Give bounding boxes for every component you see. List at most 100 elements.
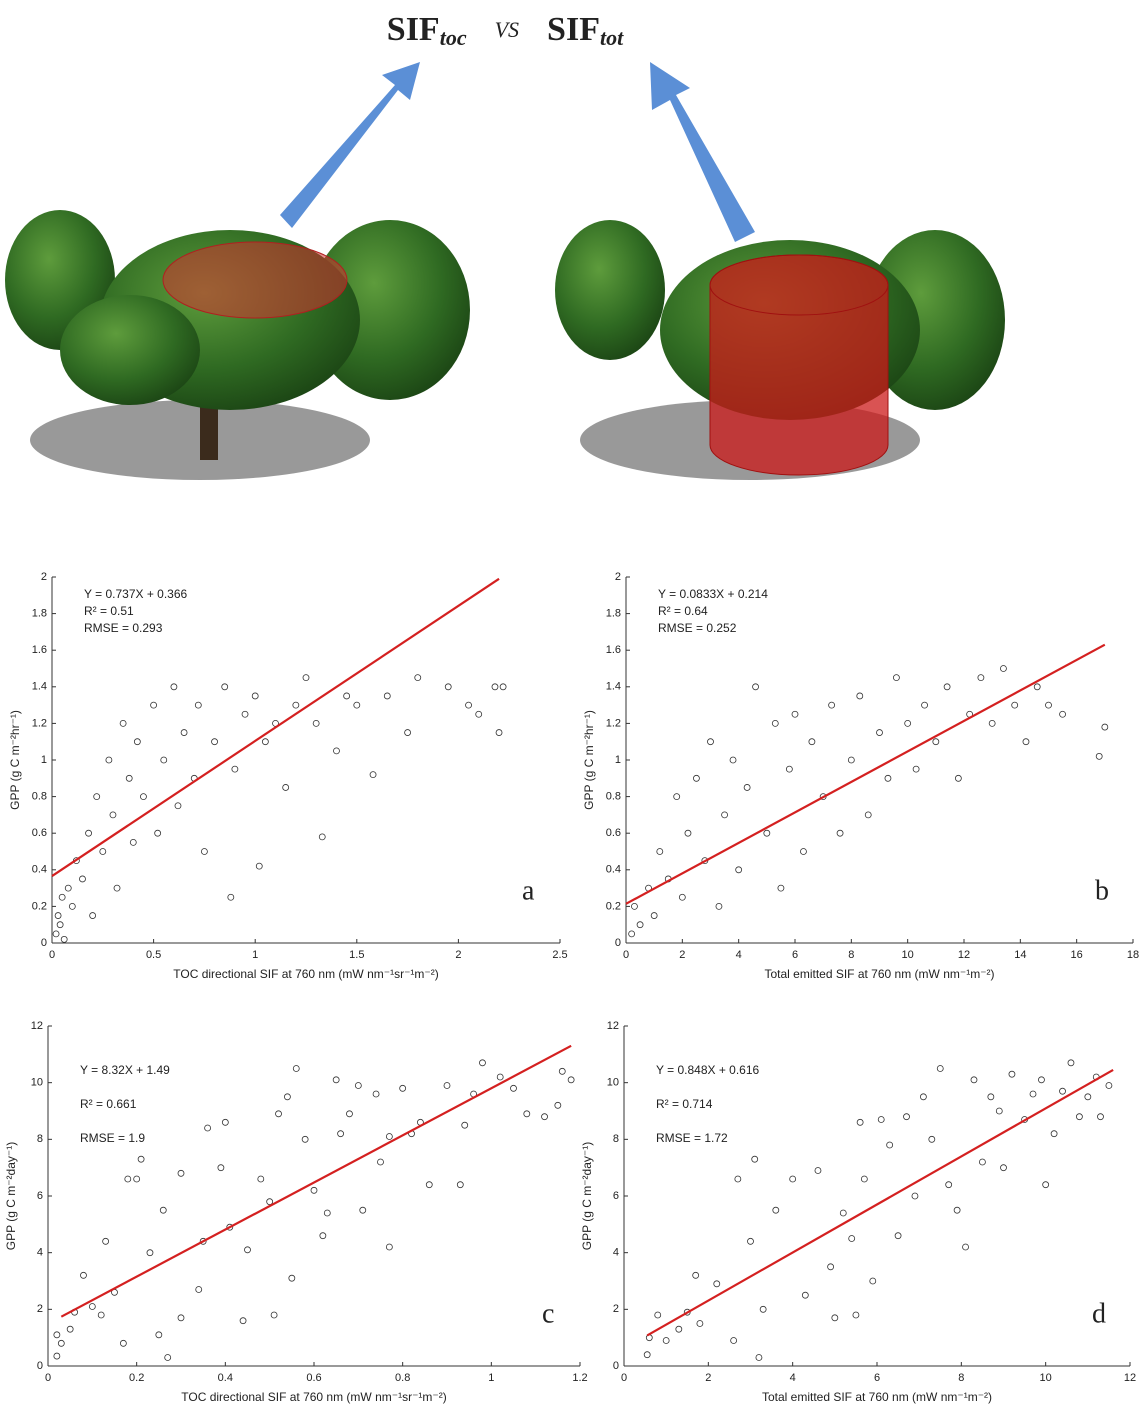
scatter-point (839, 1209, 847, 1217)
scatter-point (221, 1118, 229, 1126)
fit-line (51, 577, 500, 877)
scatter-point (443, 1082, 451, 1089)
scatter-point (399, 1084, 407, 1092)
x-tick-label: 2 (705, 1372, 711, 1384)
x-tick-label: 0 (621, 1372, 627, 1384)
scatter-point (1008, 1070, 1016, 1078)
scatter-point (79, 875, 86, 883)
scatter-point (884, 774, 892, 782)
x-tick-label: 2 (455, 949, 461, 961)
scatter-point (928, 1135, 936, 1143)
scatter-point (56, 921, 64, 929)
y-axis-label: GPP (g C m⁻²hr⁻¹) (8, 710, 22, 810)
scatter-point (847, 756, 855, 764)
y-tick-label: 0.6 (32, 827, 47, 839)
scatter-point (154, 829, 162, 837)
scatter-point (385, 1243, 393, 1251)
scatter-chart: 0 2 4 6 8 10 12 0 2 4 6 8 10 12 Total emitted SIF at 7… (580, 1020, 1136, 1404)
y-tick-label: 6 (37, 1190, 43, 1202)
scatter-point (292, 701, 300, 709)
scatter-point (251, 692, 259, 700)
scatter-point (461, 1121, 469, 1129)
y-tick-label: 1 (615, 754, 621, 766)
scatter-point (414, 674, 422, 682)
scatter-point (814, 1167, 822, 1174)
scatter-point (827, 1263, 835, 1271)
scatter-point (662, 1337, 670, 1344)
scatter-point (943, 683, 951, 691)
scatter-point (970, 1076, 978, 1084)
scatter-point (68, 903, 76, 910)
scatter-point (831, 1314, 839, 1322)
x-tick-label: 0.8 (395, 1372, 410, 1384)
scatter-point (693, 774, 700, 782)
scatter-point (789, 1175, 797, 1183)
scatter-point (730, 1337, 738, 1344)
scatter-point (962, 1243, 969, 1251)
scatter-point (1045, 701, 1052, 709)
scatter-point (54, 912, 62, 919)
y-tick-label: 0.4 (606, 864, 621, 876)
scatter-point (1050, 1130, 1058, 1138)
x-tick-label: 4 (736, 949, 742, 961)
scatter-point (66, 1325, 74, 1333)
scatter-point (801, 1291, 809, 1299)
panel-label: a (522, 875, 535, 906)
scatter-point (174, 802, 182, 810)
scatter-point (354, 1082, 362, 1089)
scatter-point (88, 1303, 96, 1310)
scatter-point (953, 1206, 961, 1214)
scatter-point (93, 793, 101, 800)
scatter-point (113, 884, 121, 892)
x-axis-label: Total emitted SIF at 760 nm (mW nm⁻¹m⁻²) (764, 967, 994, 981)
x-tick-label: 2.5 (552, 949, 567, 961)
scatter-point (499, 683, 507, 691)
y-tick-label: 1.4 (606, 681, 621, 693)
y-tick-label: 4 (37, 1247, 43, 1259)
scatter-point (1097, 1113, 1104, 1121)
scatter-point (1022, 738, 1030, 746)
scatter-point (57, 1339, 65, 1347)
annotation: Y = 0.848X + 0.616 (656, 1063, 760, 1077)
annotation: R² = 0.714 (656, 1097, 713, 1111)
scatter-point (89, 912, 97, 919)
scatter-point (150, 701, 158, 709)
y-tick-label: 0 (41, 937, 47, 949)
scatter-point (692, 1271, 700, 1279)
x-tick-label: 1.2 (572, 1372, 587, 1384)
x-tick-label: 2 (679, 949, 685, 961)
scatter-point (146, 1249, 154, 1257)
scatter-point (852, 1311, 860, 1319)
x-tick-label: 10 (1040, 1372, 1052, 1384)
y-tick-label: 0.6 (606, 827, 621, 839)
scatter-point (346, 1110, 353, 1118)
scatter-point (170, 683, 178, 691)
scatter-point (195, 1286, 203, 1293)
title-part: SIF (547, 11, 600, 48)
scatter-point (554, 1101, 562, 1109)
scatter-point (332, 1076, 340, 1084)
y-tick-label: 0 (615, 937, 621, 949)
scatter-point (288, 1274, 296, 1282)
scatter-point (743, 784, 751, 791)
panel-label: b (1095, 875, 1109, 906)
scatter-chart: 0 0.2 0.4 0.6 0.8 1 1.2 0 2 4 6 8 10 12 TOC directiona… (4, 1020, 587, 1404)
scatter-point (631, 903, 638, 910)
scatter-point (133, 1175, 141, 1183)
x-tick-label: 1 (252, 949, 258, 961)
scatter-point (465, 701, 472, 709)
scatter-point (876, 729, 883, 736)
scatter-point (759, 1305, 767, 1313)
scatter-point (200, 848, 208, 855)
y-tick-label: 10 (31, 1077, 43, 1089)
y-tick-label: 1.8 (32, 608, 47, 620)
scatter-point (359, 1206, 367, 1214)
scatter-point (164, 1354, 172, 1361)
scatter-point (244, 1246, 251, 1254)
scatter-point (204, 1124, 212, 1132)
scatter-point (99, 848, 107, 855)
scatter-point (119, 720, 127, 727)
scatter-point (1067, 1059, 1075, 1067)
x-tick-label: 8 (848, 949, 854, 961)
